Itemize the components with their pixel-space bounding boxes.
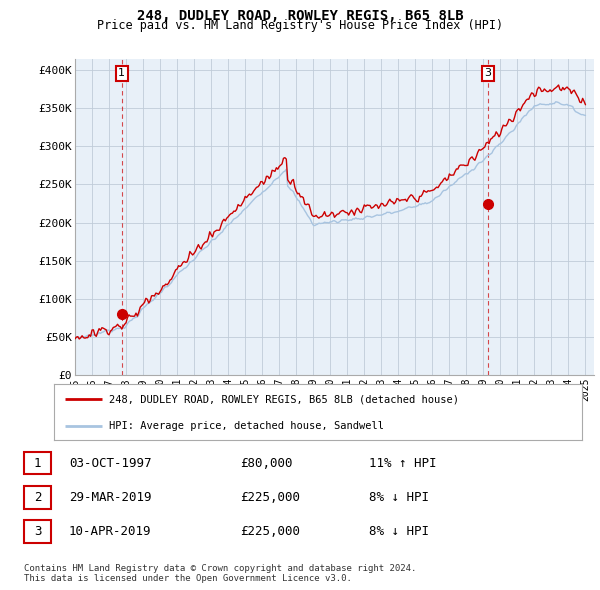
- Text: 8% ↓ HPI: 8% ↓ HPI: [369, 525, 429, 538]
- Text: 1: 1: [34, 457, 41, 470]
- Text: 8% ↓ HPI: 8% ↓ HPI: [369, 491, 429, 504]
- Text: £80,000: £80,000: [240, 457, 293, 470]
- Text: 03-OCT-1997: 03-OCT-1997: [69, 457, 151, 470]
- Text: 248, DUDLEY ROAD, ROWLEY REGIS, B65 8LB: 248, DUDLEY ROAD, ROWLEY REGIS, B65 8LB: [137, 9, 463, 23]
- Text: Price paid vs. HM Land Registry's House Price Index (HPI): Price paid vs. HM Land Registry's House …: [97, 19, 503, 32]
- Text: Contains HM Land Registry data © Crown copyright and database right 2024.
This d: Contains HM Land Registry data © Crown c…: [24, 563, 416, 583]
- Text: £225,000: £225,000: [240, 525, 300, 538]
- Text: 3: 3: [34, 525, 41, 538]
- Text: 248, DUDLEY ROAD, ROWLEY REGIS, B65 8LB (detached house): 248, DUDLEY ROAD, ROWLEY REGIS, B65 8LB …: [109, 394, 460, 404]
- Text: HPI: Average price, detached house, Sandwell: HPI: Average price, detached house, Sand…: [109, 421, 385, 431]
- Text: 29-MAR-2019: 29-MAR-2019: [69, 491, 151, 504]
- Text: 3: 3: [485, 68, 491, 78]
- Text: 10-APR-2019: 10-APR-2019: [69, 525, 151, 538]
- Text: 1: 1: [118, 68, 125, 78]
- Text: £225,000: £225,000: [240, 491, 300, 504]
- Text: 11% ↑ HPI: 11% ↑ HPI: [369, 457, 437, 470]
- Text: 2: 2: [34, 491, 41, 504]
